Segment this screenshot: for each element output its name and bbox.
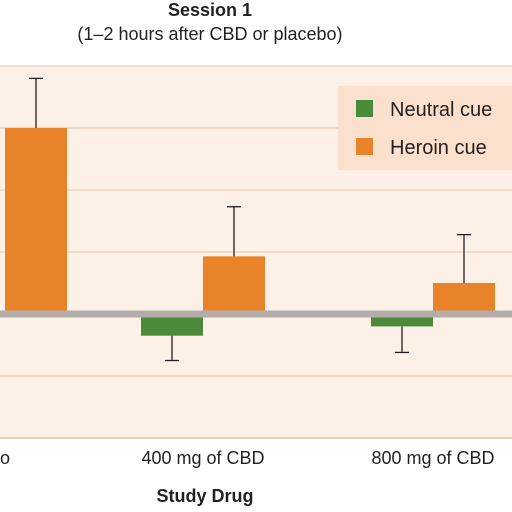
chart-subtitle: (1–2 hours after CBD or placebo) — [77, 24, 343, 44]
bar — [5, 128, 67, 314]
legend-label: Heroin cue — [390, 137, 487, 159]
x-axis-label: Study Drug — [156, 486, 254, 506]
bar — [203, 256, 265, 314]
legend-swatch — [356, 100, 373, 117]
bar — [141, 314, 203, 336]
x-tick-label: 800 mg of CBD — [371, 448, 494, 468]
legend-label: Neutral cue — [390, 99, 492, 121]
legend-swatch — [356, 138, 373, 155]
bar — [433, 283, 495, 314]
x-tick-label: o — [0, 448, 10, 468]
x-tick-label: 400 mg of CBD — [141, 448, 264, 468]
chart-title: Session 1 — [167, 0, 253, 20]
